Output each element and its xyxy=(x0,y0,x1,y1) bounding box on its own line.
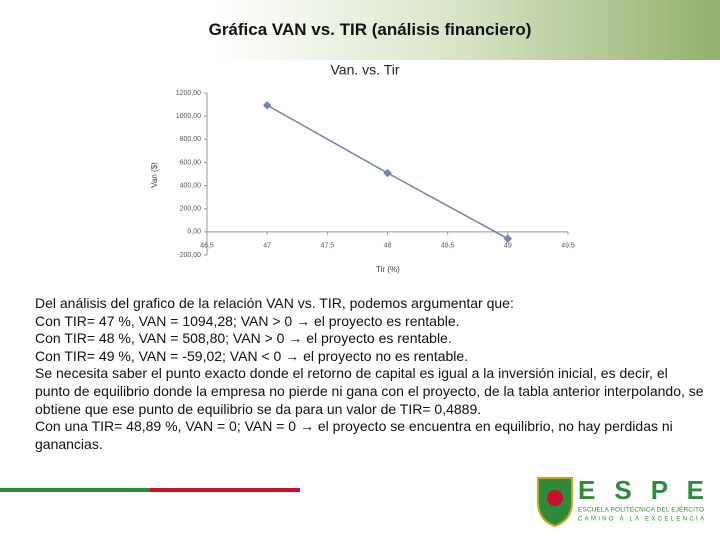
color-bar xyxy=(0,488,300,492)
logo-emblem xyxy=(547,490,563,506)
logo: E S P E ESCUELA POLITÉCNICA DEL EJÉRCITO… xyxy=(537,475,704,528)
x-tick-label: 48,5 xyxy=(441,243,455,250)
y-tick-label: -200,00 xyxy=(177,252,201,259)
logo-name: E S P E xyxy=(578,475,704,505)
body-line: Con TIR= 49 %, VAN = -59,02; VAN < 0 → e… xyxy=(35,347,469,364)
y-tick-label: 600,00 xyxy=(180,159,202,166)
body-text: Del análisis del grafico de la relación … xyxy=(35,295,705,453)
x-axis-label: Tir (%) xyxy=(376,265,400,274)
data-point xyxy=(503,234,513,243)
logo-line1: ESCUELA POLITÉCNICA DEL EJÉRCITO xyxy=(578,505,704,514)
x-tick-label: 47 xyxy=(263,243,271,250)
body-line: Con TIR= 48 %, VAN = 508,80; VAN > 0 → e… xyxy=(35,330,452,347)
x-tick-label: 48 xyxy=(384,243,392,250)
x-tick-label: 49 xyxy=(504,243,512,250)
body-line: Se necesita saber el punto exacto donde … xyxy=(35,365,704,417)
x-tick-label: 49,5 xyxy=(561,243,575,250)
data-point xyxy=(383,168,392,178)
data-point xyxy=(262,100,272,110)
body-line: Con una TIR= 48,89 %, VAN = 0; VAN = 0 →… xyxy=(35,418,673,452)
y-tick-label: 800,00 xyxy=(180,136,202,143)
x-tick-label: 46,5 xyxy=(200,243,214,250)
y-tick-label: 1000,00 xyxy=(176,113,201,120)
body-line: Del análisis del grafico de la relación … xyxy=(35,295,514,311)
chart-title: Van. vs. Tir xyxy=(331,62,400,78)
logo-line2: CAMINO A LA EXCELENCIA xyxy=(578,517,704,523)
y-tick-label: 1200,00 xyxy=(176,90,201,97)
chart: Van. vs. Tir Van ($) Tir (%) -200,00 0,00… xyxy=(150,62,575,274)
header: Gráfica VAN vs. TIR (análisis financiero… xyxy=(0,0,720,60)
body-line: Con TIR= 47 %, VAN = 1094,28; VAN > 0 → … xyxy=(35,312,460,329)
x-tick-label: 47,5 xyxy=(321,243,335,250)
y-axis-label: Van ($) xyxy=(150,162,159,188)
slide-title: Gráfica VAN vs. TIR (análisis financiero… xyxy=(208,20,532,39)
y-tick-label: 200,00 xyxy=(180,206,202,213)
y-tick-label: 0,00 xyxy=(187,229,201,236)
y-tick-label: 400,00 xyxy=(180,182,202,189)
